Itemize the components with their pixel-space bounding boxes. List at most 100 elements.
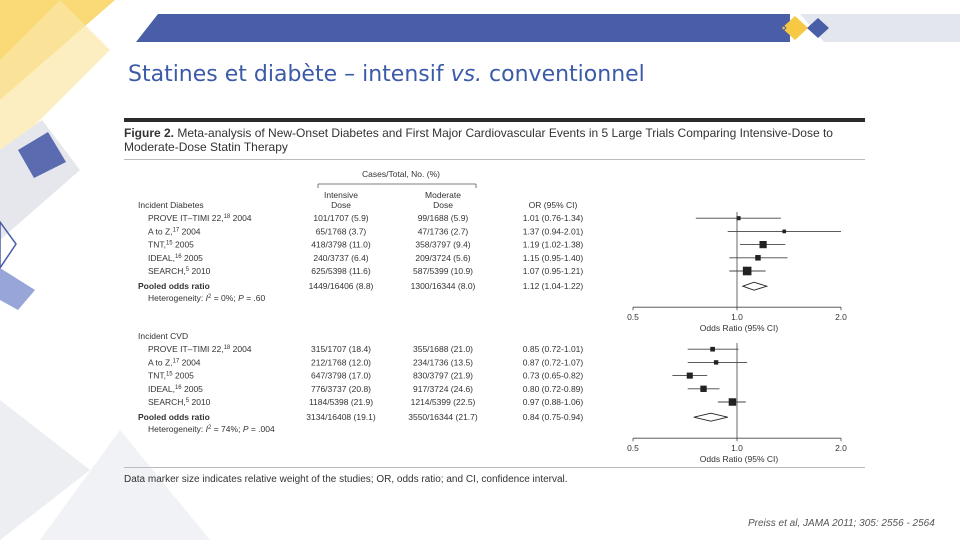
study-marker-cvd [700, 385, 707, 392]
study-or-diabetes: 1.19 (1.02-1.38) [523, 240, 584, 250]
x-axis-label-cvd: Odds Ratio (95% CI) [700, 454, 779, 464]
bottom-left-shape [0, 400, 90, 540]
study-marker-diabetes [736, 216, 741, 221]
header-or-ci: OR (95% CI) [529, 200, 578, 210]
study-label-cvd: A to Z,17 2004 [148, 357, 201, 367]
study-moderate-cvd: 830/3797 (21.9) [413, 371, 473, 381]
study-intensive-cvd: 315/1707 (18.4) [311, 344, 371, 354]
study-intensive-diabetes: 65/1768 (3.7) [316, 226, 367, 236]
figure-separator [124, 159, 865, 160]
study-label-diabetes: A to Z,17 2004 [148, 226, 201, 236]
study-label-diabetes: IDEAL,16 2005 [148, 253, 203, 263]
study-label-diabetes: TNT,15 2005 [148, 240, 194, 250]
study-moderate-cvd: 917/3724 (24.6) [413, 384, 473, 394]
study-label-diabetes: PROVE IT–TIMI 22,18 2004 [148, 213, 252, 223]
figure-top-rule [124, 118, 865, 122]
study-moderate-diabetes: 587/5399 (10.9) [413, 266, 473, 276]
study-label-diabetes: SEARCH,5 2010 [148, 266, 211, 276]
study-marker-diabetes [755, 255, 761, 261]
title-main: Statines et diabète – intensif [128, 62, 451, 87]
left-blue-strip [0, 268, 35, 310]
study-label-cvd: IDEAL,16 2005 [148, 384, 203, 394]
study-marker-cvd [686, 372, 693, 379]
study-or-cvd: 0.80 (0.72-0.89) [523, 384, 584, 394]
figure-bottom-rule [124, 467, 865, 468]
pooled-intensive-diabetes: 1449/16406 (8.8) [309, 281, 374, 291]
heterogeneity-diabetes: Heterogeneity: I2 = 0%; P = .60 [148, 293, 266, 303]
left-blue-diamond [18, 132, 66, 178]
bottom-left-shape-2 [40, 430, 210, 540]
study-or-diabetes: 1.01 (0.76-1.34) [523, 213, 584, 223]
x-tick-label-cvd: 2.0 [835, 443, 847, 453]
study-or-cvd: 0.73 (0.65-0.82) [523, 371, 584, 381]
x-tick-label-diabetes: 1.0 [731, 312, 743, 322]
x-axis-label-diabetes: Odds Ratio (95% CI) [700, 323, 779, 333]
banner-outline-diamond [773, 21, 787, 35]
study-intensive-cvd: 776/3737 (20.8) [311, 384, 371, 394]
study-moderate-cvd: 355/1688 (21.0) [413, 344, 473, 354]
study-intensive-cvd: 647/3798 (17.0) [311, 371, 371, 381]
study-moderate-cvd: 234/1736 (13.5) [413, 357, 473, 367]
study-intensive-cvd: 1184/5398 (21.9) [309, 397, 373, 407]
x-tick-label-diabetes: 2.0 [835, 312, 847, 322]
panel-heading-diabetes: Incident Diabetes [138, 200, 204, 210]
title-end: conventionnel [482, 62, 645, 87]
study-label-cvd: PROVE IT–TIMI 22,18 2004 [148, 344, 252, 354]
pooled-diamond-diabetes [741, 281, 769, 291]
x-tick-label-cvd: 0.5 [627, 443, 639, 453]
study-marker-cvd [728, 398, 737, 406]
study-or-diabetes: 1.37 (0.94-2.01) [523, 226, 584, 236]
pooled-label-diabetes: Pooled odds ratio [138, 281, 210, 291]
banner-yellow-diamond [782, 16, 808, 40]
heterogeneity-cvd: Heterogeneity: I2 = 74%; P = .004 [148, 424, 275, 434]
header-intensive-line1: Intensive [324, 190, 358, 200]
pooled-diamond-cvd [693, 412, 728, 422]
study-moderate-diabetes: 358/3797 (9.4) [415, 240, 470, 250]
top-banner-gray [800, 14, 960, 42]
study-moderate-cvd: 1214/5399 (22.5) [411, 397, 476, 407]
title-emphasis: vs. [450, 62, 483, 87]
study-or-diabetes: 1.15 (0.95-1.40) [523, 253, 584, 263]
study-moderate-diabetes: 99/1688 (5.9) [418, 213, 469, 223]
study-or-diabetes: 1.07 (0.95-1.21) [523, 266, 584, 276]
header-cases-total: Cases/Total, No. (%) [362, 169, 440, 179]
slide-title: Statines et diabète – intensif vs. conve… [128, 62, 645, 87]
pooled-or-diabetes: 1.12 (1.04-1.22) [523, 281, 584, 291]
left-outline-diamond [0, 220, 17, 270]
header-moderate-line1: Moderate [425, 190, 461, 200]
header-moderate-line2: Dose [433, 200, 453, 210]
study-or-cvd: 0.85 (0.72-1.01) [523, 344, 584, 354]
yellow-light-shape [0, 0, 110, 160]
study-moderate-diabetes: 209/3724 (5.6) [415, 253, 470, 263]
figure-footnote: Data marker size indicates relative weig… [124, 474, 568, 485]
pooled-moderate-diabetes: 1300/16344 (8.0) [411, 281, 476, 291]
study-label-cvd: TNT,15 2005 [148, 371, 194, 381]
study-marker-cvd [710, 346, 715, 352]
header-intensive-line2: Dose [331, 200, 351, 210]
study-intensive-diabetes: 240/3737 (6.4) [313, 253, 368, 263]
pooled-moderate-cvd: 3550/16344 (21.7) [408, 412, 478, 422]
study-intensive-diabetes: 418/3798 (11.0) [311, 240, 371, 250]
figure-caption: Figure 2. Meta-analysis of New-Onset Dia… [124, 126, 864, 154]
study-moderate-diabetes: 47/1736 (2.7) [418, 226, 469, 236]
study-intensive-diabetes: 101/1707 (5.9) [313, 213, 368, 223]
study-or-cvd: 0.97 (0.88-1.06) [523, 397, 584, 407]
study-or-cvd: 0.87 (0.72-1.07) [523, 357, 584, 367]
study-intensive-diabetes: 625/5398 (11.6) [311, 266, 371, 276]
pooled-label-cvd: Pooled odds ratio [138, 412, 210, 422]
x-tick-label-diabetes: 0.5 [627, 312, 639, 322]
panel-heading-cvd: Incident CVD [138, 331, 188, 341]
study-marker-diabetes [782, 229, 787, 234]
top-banner-blue [136, 14, 790, 42]
pooled-intensive-cvd: 3134/16408 (19.1) [306, 412, 376, 422]
citation: Preiss et al, JAMA 2011; 305: 2556 - 256… [748, 518, 935, 529]
pooled-or-cvd: 0.84 (0.75-0.94) [523, 412, 584, 422]
banner-blue-diamond [807, 18, 829, 38]
study-label-cvd: SEARCH,5 2010 [148, 397, 211, 407]
study-marker-diabetes [742, 266, 752, 276]
study-marker-diabetes [759, 241, 767, 249]
x-tick-label-cvd: 1.0 [731, 443, 743, 453]
study-marker-cvd [713, 360, 719, 365]
